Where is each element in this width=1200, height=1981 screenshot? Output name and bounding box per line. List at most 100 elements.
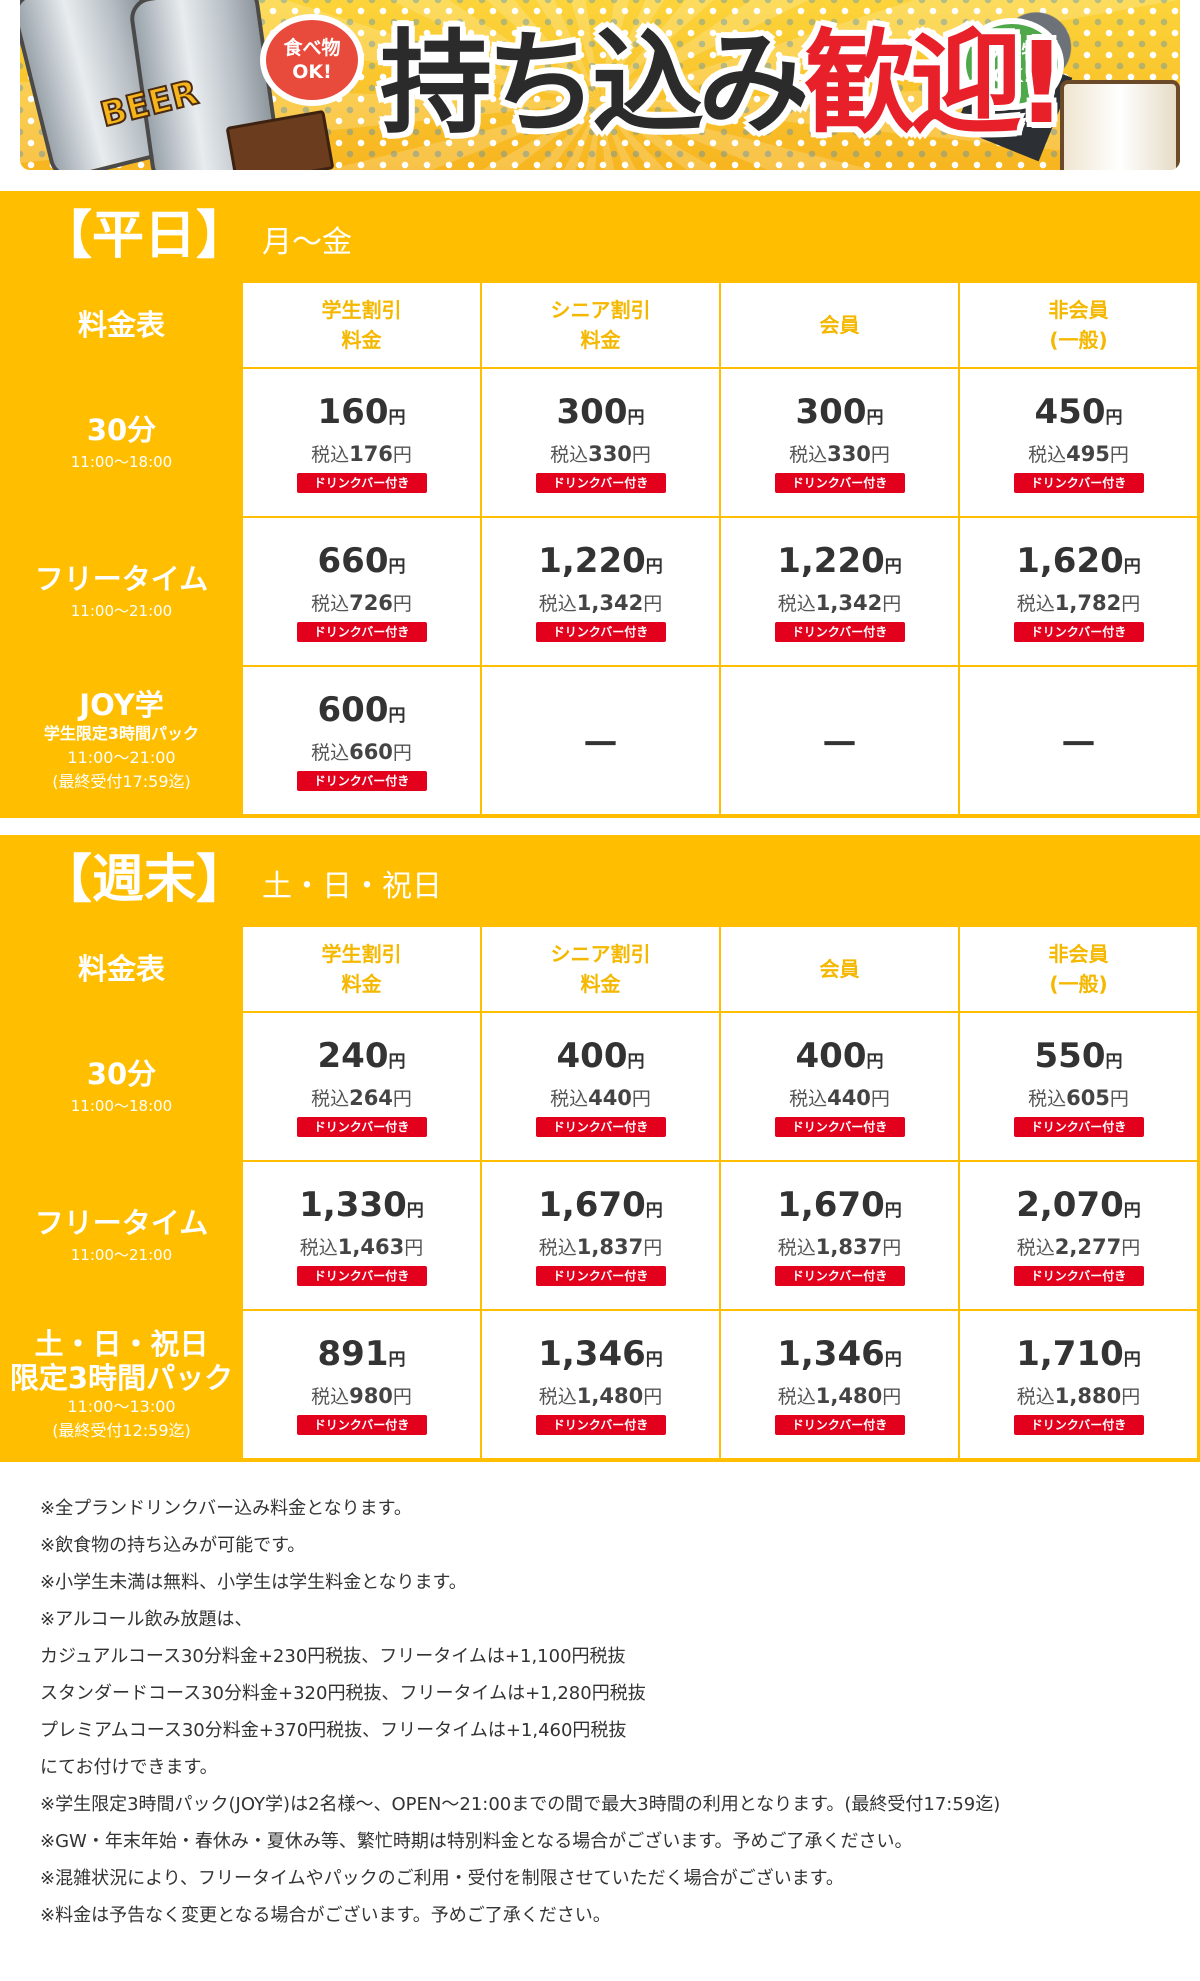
- yen-unit: 円: [1121, 1386, 1141, 1408]
- price-cell: 400円 税込440円 ドリンクバー付き: [719, 1011, 960, 1162]
- tax-value: 330: [827, 442, 871, 466]
- tax-included-price: 税込1,480円: [721, 1382, 958, 1411]
- tax-included-price: 税込330円: [482, 440, 719, 469]
- column-header-line: 料金: [580, 972, 621, 996]
- drink-bar-badge: ドリンクバー付き: [1013, 1117, 1144, 1137]
- food-ok-bubble: 食べ物 OK!: [260, 14, 364, 106]
- price-number: 1,346: [538, 1334, 646, 1374]
- price-cell: 240円 税込264円 ドリンクバー付き: [241, 1011, 482, 1162]
- drink-ok-line2: OK!: [992, 65, 1032, 87]
- price-cell: 550円 税込605円 ドリンクバー付き: [958, 1011, 1199, 1162]
- plan-time-line: (最終受付17:59迄): [52, 771, 191, 791]
- price-number: 400: [795, 1036, 867, 1076]
- drink-bar-badge: ドリンクバー付き: [1013, 1415, 1144, 1435]
- tax-prefix: 税込: [538, 593, 577, 615]
- plan-label: 30分: [86, 412, 157, 447]
- price-cell: 1,346円税込1,480円ドリンクバー付き: [480, 1309, 721, 1460]
- yen-unit: 円: [406, 1201, 424, 1221]
- price-number: 160: [317, 392, 389, 432]
- yen-unit: 円: [1109, 1088, 1129, 1110]
- price-number: 1,346: [777, 1334, 885, 1374]
- tax-value: 726: [349, 591, 393, 615]
- tax-value: 1,342: [815, 591, 883, 615]
- note-line: ※混雑状況により、フリータイムやパックのご利用・受付を制限させていただく場合がご…: [40, 1868, 844, 1889]
- yen-unit: 円: [392, 1386, 412, 1408]
- tax-included-price: 税込1,837円: [482, 1233, 719, 1262]
- price-value: 1,670円: [721, 1185, 958, 1231]
- price-number: 240: [317, 1036, 389, 1076]
- price-number: 450: [1034, 392, 1106, 432]
- column-header-line: 料金: [341, 972, 382, 996]
- tax-value: 1,480: [815, 1384, 883, 1408]
- yen-unit: 円: [882, 1386, 902, 1408]
- weekday-price-table: 料金表 学生割引 料金 シニア割引 料金 会員 非会員 (一般) 30分 11:00～18:00 1…: [0, 281, 1199, 816]
- price-cell: 1,220円 税込1,342円ドリンクバー付き: [719, 516, 960, 667]
- drink-bar-badge: ドリンクバー付き: [535, 1415, 666, 1435]
- price-cell: 600円 税込660円 ドリンクバー付き: [241, 665, 482, 816]
- tax-included-price: 税込1,342円: [721, 589, 958, 618]
- price-value: 400円: [721, 1036, 958, 1082]
- drink-cup-icon: [1060, 80, 1180, 170]
- note-line: ※アルコール飲み放題は、: [40, 1609, 253, 1630]
- tax-prefix: 税込: [1028, 1088, 1067, 1110]
- plan-label: フリータイム: [34, 561, 209, 596]
- yen-unit: 円: [1123, 1201, 1141, 1221]
- price-number: 1,670: [777, 1185, 885, 1225]
- price-number: 550: [1034, 1036, 1106, 1076]
- tax-value: 1,782: [1054, 591, 1122, 615]
- plan-time-line: 11:00～18:00: [70, 452, 173, 471]
- column-header: 学生割引 料金: [241, 281, 482, 369]
- price-cell: 660円 税込726円 ドリンクバー付き: [241, 516, 482, 667]
- drink-bar-badge: ドリンクバー付き: [774, 622, 905, 642]
- yen-unit: 円: [631, 1088, 651, 1110]
- yen-unit: 円: [870, 444, 890, 466]
- price-number: 660: [317, 541, 389, 581]
- yen-unit: 円: [645, 557, 663, 577]
- notes-list: ※全プランドリンクバー込み料金となります。 ※飲食物の持ち込みが可能です。 ※小学生…: [40, 1490, 1180, 1934]
- drink-bar-badge: ドリンクバー付き: [535, 1266, 666, 1286]
- yen-unit: 円: [866, 1052, 884, 1072]
- tax-value: 330: [588, 442, 632, 466]
- price-value: 891円: [243, 1334, 480, 1380]
- yen-unit: 円: [645, 1201, 663, 1221]
- yen-unit: 円: [645, 1350, 663, 1370]
- price-cell: －: [958, 665, 1199, 816]
- plan-time-line: 11:00～18:00: [70, 1096, 173, 1115]
- yen-unit: 円: [1105, 408, 1123, 428]
- corner-label-cell: 料金表: [0, 925, 243, 1013]
- column-header: 会員: [719, 281, 960, 369]
- price-value: 160円: [243, 392, 480, 438]
- price-number: 2,070: [1016, 1185, 1124, 1225]
- price-cell: 1,670円 税込1,837円 ドリンクバー付き: [480, 1160, 721, 1311]
- tax-included-price: 税込1,480円: [482, 1382, 719, 1411]
- plan-label-cell: 土・日・祝日 限定3時間パック 11:00～13:00 (最終受付12:59迄): [0, 1309, 243, 1460]
- promo-banner: BEER 食べ物 OK! 飲み物 OK! 持ち込み歓迎!: [20, 0, 1180, 170]
- tax-included-price: 税込980円: [243, 1382, 480, 1411]
- note-line: にてお付けできます。: [40, 1757, 218, 1778]
- plan-time-line: (最終受付12:59迄): [52, 1420, 191, 1440]
- yen-unit: 円: [404, 1237, 424, 1259]
- plan-time-line: 11:00～21:00: [70, 601, 173, 620]
- price-cell: 300円 税込330円 ドリンクバー付き: [480, 367, 721, 518]
- note-line: スタンダードコース30分料金+320円税抜、フリータイムは+1,280円税抜: [40, 1683, 646, 1704]
- yen-unit: 円: [882, 1237, 902, 1259]
- note-line: ※学生限定3時間パック(JOY学)は2名様～、OPEN～21:00までの間で最大…: [40, 1794, 1001, 1815]
- note-line: ※料金は予告なく変更となる場合がございます。予めご了承ください。: [40, 1905, 611, 1926]
- price-value: 300円: [721, 392, 958, 438]
- banner-title-accent: 歓迎!: [804, 19, 1067, 149]
- price-value: 1,220円: [721, 541, 958, 587]
- tax-included-price: 税込330円: [721, 440, 958, 469]
- table-row: 土・日・祝日 限定3時間パック 11:00～13:00 (最終受付12:59迄) 891…: [0, 1309, 1199, 1460]
- column-header-line: 学生割引: [321, 942, 402, 966]
- yen-unit: 円: [1105, 1052, 1123, 1072]
- price-cell: 300円 税込330円 ドリンクバー付き: [719, 367, 960, 518]
- price-cell: 400円 税込440円 ドリンクバー付き: [480, 1011, 721, 1162]
- weekday-days: 月～金: [262, 225, 352, 260]
- tax-prefix: 税込: [1016, 1386, 1055, 1408]
- column-header: シニア割引 料金: [480, 925, 721, 1013]
- table-row: フリータイム 11:00～21:00 660円 税込726円 ドリンクバー付き 1,220…: [0, 516, 1199, 667]
- yen-unit: 円: [884, 1201, 902, 1221]
- tax-prefix: 税込: [311, 1386, 350, 1408]
- yen-unit: 円: [884, 1350, 902, 1370]
- yen-unit: 円: [392, 444, 412, 466]
